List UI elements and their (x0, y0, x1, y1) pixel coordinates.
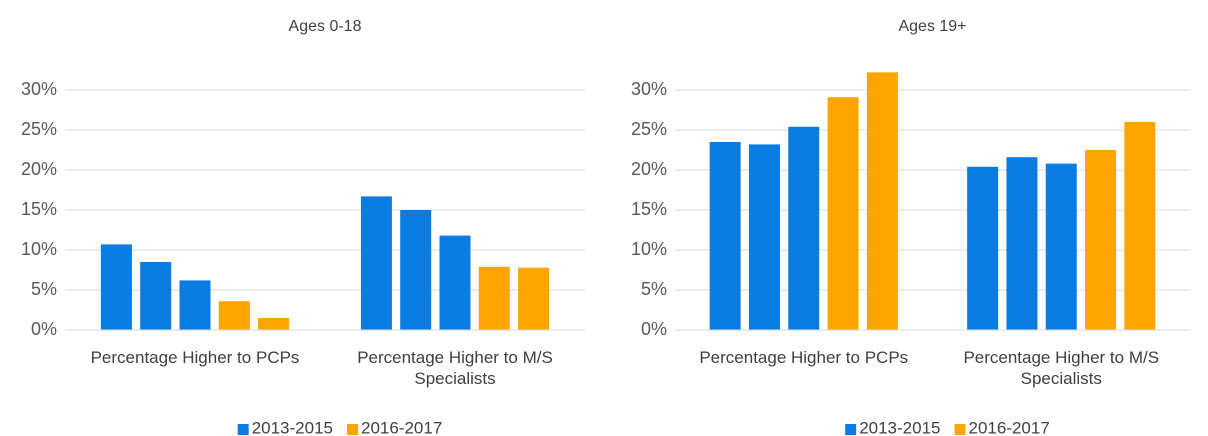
legend-label: 2013-2015 (859, 418, 940, 436)
y-tick-label: 0% (31, 319, 57, 339)
bar (400, 210, 432, 330)
bar (1006, 157, 1038, 330)
y-tick-label: 5% (31, 279, 57, 299)
chart-title: Ages 0-18 (289, 18, 362, 35)
legend-swatch (954, 424, 966, 435)
bar (100, 244, 132, 330)
legend-label: 2016-2017 (969, 418, 1050, 436)
chart-title: Ages 19+ (898, 18, 966, 35)
y-tick-label: 10% (631, 239, 667, 259)
legend-label: 2016-2017 (361, 418, 442, 436)
legend-label: 2013-2015 (252, 418, 333, 436)
y-tick-label: 15% (631, 199, 667, 219)
y-tick-label: 10% (21, 239, 57, 259)
bar (709, 142, 741, 330)
legend-swatch (845, 424, 857, 435)
legend-swatch (347, 424, 358, 435)
y-tick-label: 20% (21, 159, 57, 179)
x-tick-label: Percentage Higher to PCPs (90, 348, 300, 367)
y-tick-label: 0% (641, 319, 667, 339)
bar (258, 318, 290, 330)
y-tick-label: 5% (641, 279, 667, 299)
x-tick-label: Percentage Higher to PCPs (699, 348, 909, 367)
bar (1085, 150, 1117, 330)
x-tick-label: Percentage Higher to M/S Specialists (963, 348, 1160, 388)
x-tick-label: Percentage Higher to M/S Specialists (357, 348, 553, 388)
bar (1124, 122, 1156, 330)
bar (140, 262, 172, 330)
bar (518, 267, 550, 330)
y-tick-label: 25% (21, 119, 57, 139)
bar (439, 235, 471, 330)
bar (179, 280, 211, 330)
bar (788, 126, 820, 330)
y-tick-label: 25% (631, 119, 667, 139)
bar (866, 72, 898, 331)
y-tick-label: 30% (21, 79, 57, 99)
y-tick-label: 15% (21, 199, 57, 219)
bar (967, 166, 999, 330)
bar (360, 196, 392, 330)
bar (827, 97, 859, 330)
y-tick-label: 30% (631, 79, 667, 99)
y-tick-label: 20% (631, 159, 667, 179)
bar (1045, 163, 1077, 330)
legend-swatch (237, 424, 249, 435)
bar (218, 301, 250, 330)
bar (748, 144, 780, 330)
bar (478, 266, 510, 330)
